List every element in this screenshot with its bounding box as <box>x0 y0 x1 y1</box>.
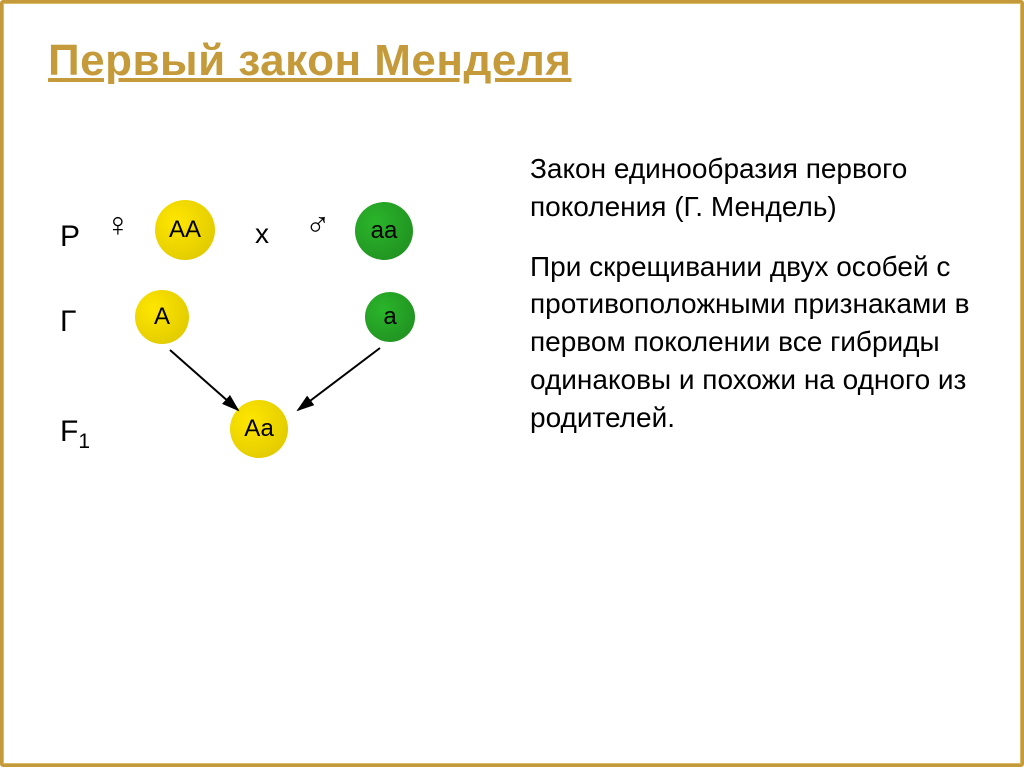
arrow2-line <box>298 348 380 410</box>
description-para2: При скрещивании двух особей с противопол… <box>530 248 970 437</box>
mendel-diagram: Р Г F1 ♀ ♂ х АА аа А а Аа <box>60 200 480 530</box>
arrow1-line <box>170 350 238 410</box>
arrow-left <box>60 200 480 530</box>
description-para1: Закон единообразия первого поколения (Г.… <box>530 150 970 226</box>
description-text: Закон единообразия первого поколения (Г.… <box>530 150 970 459</box>
slide-title: Первый закон Менделя <box>48 36 571 86</box>
